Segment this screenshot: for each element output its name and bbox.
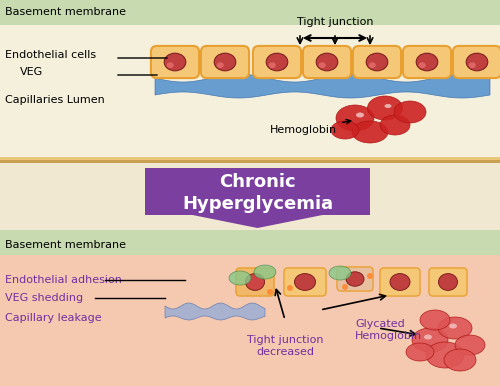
Ellipse shape [438,317,472,339]
Ellipse shape [368,96,402,120]
FancyBboxPatch shape [380,268,420,296]
Ellipse shape [229,271,251,285]
Text: Tight junction: Tight junction [297,17,373,27]
Bar [0,160,500,163]
Ellipse shape [380,115,410,135]
Polygon shape [155,74,490,98]
Ellipse shape [352,121,388,143]
Ellipse shape [466,53,488,71]
Ellipse shape [444,349,476,371]
Ellipse shape [331,121,359,139]
Polygon shape [145,168,370,228]
Ellipse shape [266,53,288,71]
Ellipse shape [426,342,464,368]
Text: Tight junction
decreased: Tight junction decreased [247,335,323,357]
Ellipse shape [356,112,364,117]
Bar [0,0,500,25]
Text: Basement membrane: Basement membrane [5,240,126,250]
Ellipse shape [268,62,276,68]
Text: Endothelial cells: Endothelial cells [5,50,96,60]
Ellipse shape [390,274,410,290]
Text: Capillary leakage: Capillary leakage [5,313,102,323]
Ellipse shape [164,53,186,71]
Ellipse shape [438,274,458,290]
Text: VEG: VEG [20,67,44,77]
FancyBboxPatch shape [353,46,401,78]
Ellipse shape [406,343,434,361]
Ellipse shape [318,62,326,68]
FancyBboxPatch shape [453,46,500,78]
Text: Hemoglobin: Hemoglobin [270,120,350,135]
Ellipse shape [294,274,316,290]
Text: VEG shedding: VEG shedding [5,293,83,303]
Ellipse shape [216,62,224,68]
FancyBboxPatch shape [284,268,326,296]
Text: Glycated
Hemoglobin: Glycated Hemoglobin [355,319,422,341]
Ellipse shape [420,310,450,330]
Text: Basement membrane: Basement membrane [5,7,126,17]
Ellipse shape [214,53,236,71]
Ellipse shape [455,335,485,355]
Bar [0,160,500,230]
Ellipse shape [412,328,448,352]
Ellipse shape [329,266,351,280]
FancyBboxPatch shape [201,46,249,78]
Bar [0,157,500,160]
Ellipse shape [368,62,376,68]
Text: Endothelial adhesion: Endothelial adhesion [5,275,122,285]
FancyBboxPatch shape [403,46,451,78]
FancyBboxPatch shape [337,267,373,291]
FancyBboxPatch shape [236,268,274,296]
Ellipse shape [267,289,273,295]
Ellipse shape [449,323,457,328]
Polygon shape [165,303,265,320]
Ellipse shape [416,53,438,71]
Bar [0,230,500,255]
Ellipse shape [287,285,293,291]
Bar [0,230,500,386]
Ellipse shape [346,272,364,286]
Ellipse shape [166,62,174,68]
Ellipse shape [384,104,392,108]
FancyBboxPatch shape [151,46,199,78]
Ellipse shape [246,274,264,290]
Ellipse shape [418,62,426,68]
Ellipse shape [342,284,348,290]
FancyBboxPatch shape [429,268,467,296]
Ellipse shape [366,53,388,71]
Bar [0,0,500,160]
Ellipse shape [468,62,476,68]
Ellipse shape [316,53,338,71]
Ellipse shape [424,335,432,340]
FancyBboxPatch shape [253,46,301,78]
Ellipse shape [336,105,374,131]
Ellipse shape [254,265,276,279]
Ellipse shape [394,101,426,123]
Ellipse shape [367,273,373,279]
FancyBboxPatch shape [303,46,351,78]
Text: Capillaries Lumen: Capillaries Lumen [5,95,105,105]
Text: Chronic
Hyperglycemia: Chronic Hyperglycemia [182,173,333,213]
